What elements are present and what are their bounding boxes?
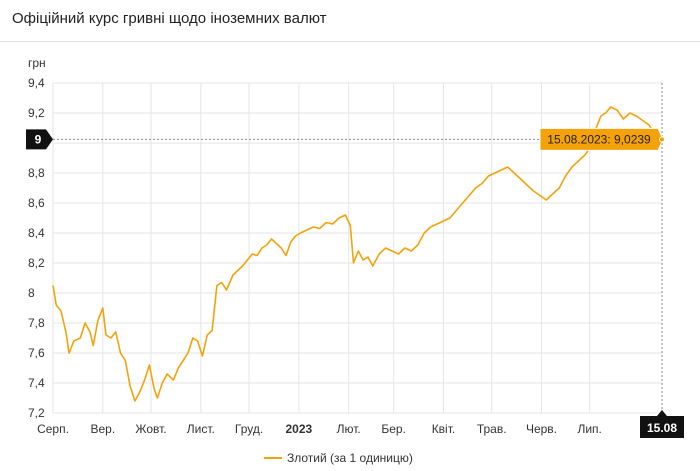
y-tick-label: 8,2 — [28, 256, 45, 270]
x-tick-label: Бер. — [381, 422, 406, 436]
y-tick-label: 9,4 — [28, 76, 45, 90]
y-tick-label: 8,8 — [28, 166, 45, 180]
y-tick-label: 7,4 — [28, 376, 45, 390]
legend[interactable]: Злотий (за 1 одиницю) — [264, 451, 413, 465]
y-tick-label: 9,2 — [28, 106, 45, 120]
y-tick-label: 7,6 — [28, 346, 45, 360]
x-tick-label: Жовт. — [135, 422, 166, 436]
title-bar: Офіційний курс гривні щодо іноземних вал… — [0, 0, 700, 42]
series-layer[interactable] — [52, 106, 663, 402]
series-line[interactable] — [52, 106, 663, 402]
x-tick-label: Черв. — [526, 422, 557, 436]
x-tick-label: Груд. — [235, 422, 263, 436]
x-tick-label: Лют. — [337, 422, 361, 436]
x-tick-label: Квіт. — [432, 422, 456, 436]
crosshair: 9 15.08 15.08.2023: 9,0239 — [26, 83, 684, 438]
crosshair-y-badge — [26, 129, 53, 150]
legend-label[interactable]: Злотий (за 1 одиницю) — [287, 451, 413, 465]
x-tick-label: Вер. — [90, 422, 115, 436]
x-tick-label: 2023 — [285, 422, 312, 436]
x-axis: Серп. Вер. Жовт. Лист. Груд. 2023 Лют. Бер. Квіт… — [37, 422, 602, 436]
x-tick-label: Трав. — [477, 422, 507, 436]
tooltip-box — [539, 127, 664, 151]
crosshair-x-badge — [640, 410, 684, 438]
page-title: Офіційний курс гривні щодо іноземних вал… — [12, 10, 327, 27]
x-tick-label: Лист. — [187, 422, 215, 436]
y-tick-label: 7,8 — [28, 316, 45, 330]
y-axis: 7,2 7,4 7,6 7,8 8 8,2 8,4 8,6 8,8 9 9,2 9,4 — [28, 76, 45, 420]
y-tick-label: 8 — [28, 286, 35, 300]
x-tick-label: Лип. — [577, 422, 601, 436]
y-tick-label: 8,6 — [28, 196, 45, 210]
crosshair-y-label: 9 — [35, 132, 42, 146]
grid — [52, 82, 662, 414]
y-tick-label: 7,2 — [28, 406, 45, 420]
tooltip-marker — [659, 136, 665, 143]
x-tick-label: Серп. — [37, 422, 69, 436]
crosshair-x-label: 15.08 — [647, 421, 677, 435]
y-axis-unit-label: грн — [28, 56, 46, 70]
y-tick-label: 8,4 — [28, 226, 45, 240]
tooltip-text: 15.08.2023: 9,0239 — [547, 132, 651, 146]
